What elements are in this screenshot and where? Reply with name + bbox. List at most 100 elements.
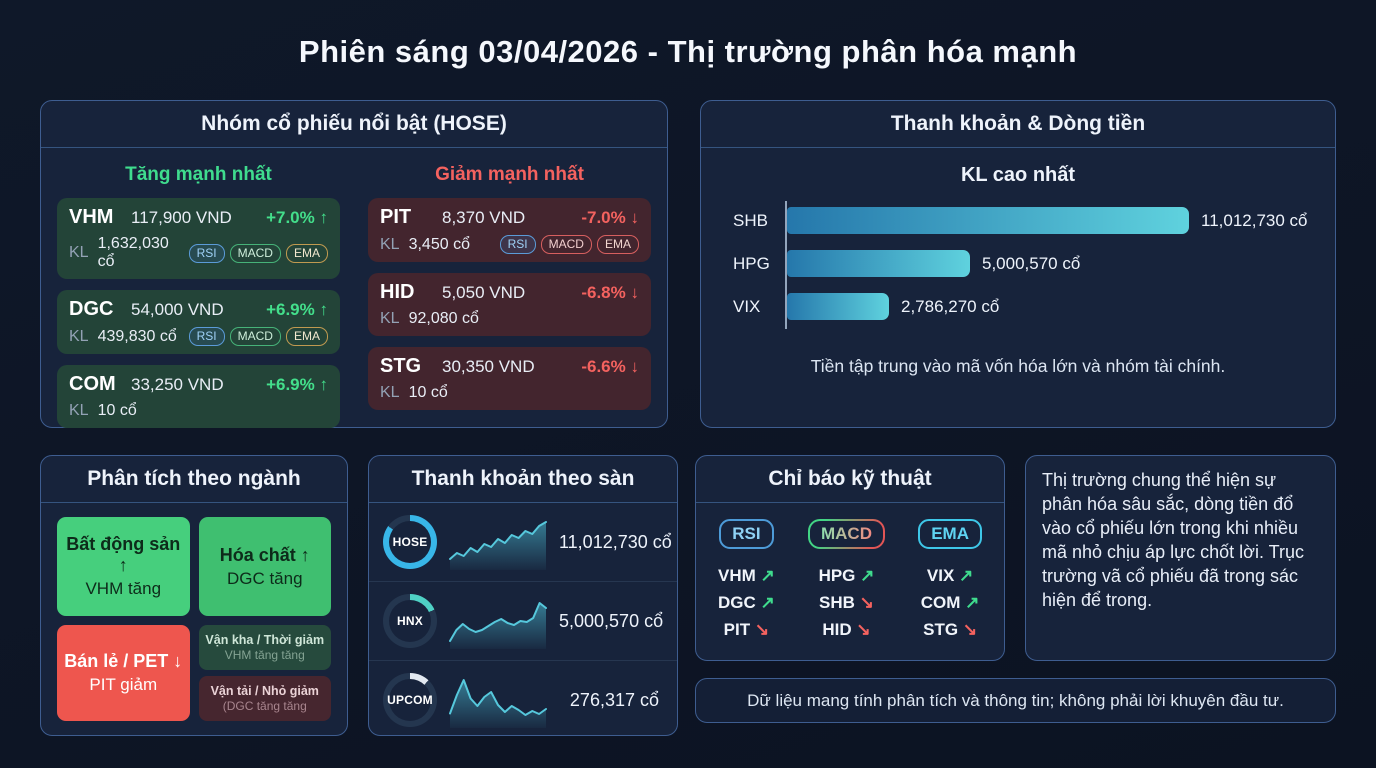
bar-label: HPG [733,253,770,273]
up-trend-icon: ↗ [959,566,974,585]
exchange-volume: 276,317 cổ [569,689,659,710]
indicator-item: HPG ↗ [818,566,875,585]
ema-pill[interactable]: EMA [918,519,982,549]
panel-liquidity-title: Thanh khoản & Dòng tiền [701,101,1335,148]
stock-card-pit[interactable]: PIT 8,370 VND -7.0% ↓ KL 3,450 cổ RSI MA… [368,198,651,262]
macd-badge[interactable]: MACD [229,243,281,263]
stock-price: 117,900 VND [131,208,232,227]
disclaimer-text: Dữ liệu mang tính phân tích và thông tin… [747,690,1284,710]
stock-symbol: STG [380,355,422,377]
exchange-volume: 11,012,730 cổ [559,531,672,552]
kl-label: KL [380,384,400,401]
bar-value: 5,000,570 cổ [982,253,1081,273]
chart-axis-line [785,201,787,329]
sector-tile-retail[interactable]: Bán lẻ / PET ↓ PIT giảm [57,625,190,721]
indicator-item: PIT ↘ [723,620,770,640]
stock-card-hid[interactable]: HID 5,050 VND -6.8% ↓ KL 92,080 cổ [368,273,651,336]
stock-symbol: HID [380,281,415,303]
up-trend-icon: ↗ [860,566,875,585]
up-arrow-icon: ↑ [319,208,329,227]
exchange-row-hnx[interactable]: HNX 5,000,570 cổ [369,582,677,661]
panel-featured-title: Nhóm cổ phiếu nổi bật (HOSE) [41,101,667,148]
sector-tile-real-estate[interactable]: Bất động sản ↑ VHM tăng [57,517,190,616]
stock-symbol: VHM [69,206,114,228]
rsi-badge[interactable]: RSI [499,235,536,254]
rsi-pill[interactable]: RSI [719,519,774,549]
bar-label: SHB [733,210,768,230]
stock-volume: 439,830 cổ [97,327,177,345]
stock-volume: 92,080 cổ [408,310,479,327]
macd-pill[interactable]: MACD [807,519,885,549]
down-arrow-icon: ↓ [630,283,640,302]
stock-price: 8,370 VND [442,208,526,227]
page-title: Phiên sáng 03/04/2026 - Thị trường phân … [298,34,1078,69]
down-trend-icon: ↘ [754,620,770,640]
stock-card-stg[interactable]: STG 30,350 VND -6.6% ↓ KL 10 cổ [368,347,651,410]
rsi-column: RSI VHM ↗ DGC ↗ PIT ↘ [718,519,775,644]
stock-price: 54,000 VND [131,300,224,319]
stock-card-vhm[interactable]: VHM 117,900 VND +7.0% ↑ KL 1,632,030 cổ … [57,198,340,279]
volume-bar-row[interactable]: SHB 11,012,730 cổ [717,199,1319,242]
sector-tile-transport-down[interactable]: Vận tải / Nhỏ giảm (DGC tăng tăng [198,676,331,721]
indicator-item: VIX ↗ [926,566,974,585]
hnx-donut-ring: HNX [383,594,437,648]
panel-sector-title: Phân tích theo ngành [41,456,347,503]
panel-exchange-liquidity: Thanh khoản theo sàn HOSE 11,012,730 cổ … [368,455,678,736]
kl-label: KL [69,327,89,345]
macd-badge[interactable]: MACD [229,327,281,346]
down-trend-icon: ↘ [962,620,978,640]
gainers-column: Tăng mạnh nhất VHM 117,900 VND +7.0% ↑ K… [57,156,340,439]
stock-change: -6.6% ↓ [581,357,640,376]
panel-technical-indicators: Chỉ báo kỹ thuật RSI VHM ↗ DGC ↗ PIT ↘ M… [695,455,1005,661]
panel-featured-stocks: Nhóm cổ phiếu nổi bật (HOSE) Tăng mạnh n… [40,100,668,428]
stock-price: 33,250 VND [131,375,224,394]
hose-sparkline [449,521,547,570]
stock-symbol: COM [69,373,116,395]
disclaimer-box: Dữ liệu mang tính phân tích và thông tin… [695,678,1336,723]
stock-change: -6.8% ↓ [581,283,640,302]
sector-tile-chemicals[interactable]: Hóa chất ↑ DGC tăng [198,517,331,616]
stock-price: 30,350 VND [442,357,535,376]
volume-bar-row[interactable]: VIX 2,786,270 cổ [717,285,1319,328]
macd-badge[interactable]: MACD [540,235,592,254]
down-trend-icon: ↘ [859,593,874,613]
gainers-heading: Tăng mạnh nhất [125,164,272,185]
bar-shb [787,207,1189,234]
down-trend-icon: ↘ [856,620,871,640]
indicator-item: STG ↘ [923,620,978,640]
up-arrow-icon: ↑ [319,375,329,394]
stock-change: +6.9% ↑ [266,375,329,394]
volume-bar-chart: SHB 11,012,730 cổ HPG 5,000,570 cổ VIX 2… [717,199,1319,329]
stock-volume: 3,450 cổ [408,235,470,253]
upcom-sparkline [449,679,547,728]
liquidity-note: Tiền tập trung vào mã vốn hóa lớn và nhó… [810,356,1226,376]
ema-badge[interactable]: EMA [285,327,328,346]
stock-card-com[interactable]: COM 33,250 VND +6.9% ↑ KL 10 cổ [57,365,340,428]
down-arrow-icon: ↓ [630,357,640,376]
panel-exchange-title: Thanh khoản theo sàn [369,456,677,503]
stock-change: +7.0% ↑ [266,208,329,227]
sector-tile-transport-up[interactable]: Vận kha / Thời giảm VHM tăng tăng [198,625,331,670]
rsi-badge[interactable]: RSI [188,327,225,346]
up-trend-icon: ↗ [760,593,775,613]
market-summary-text: Thị trường chung thể hiện sự phân hóa sâ… [1042,470,1304,610]
up-arrow-icon: ↑ [319,300,329,319]
volume-bar-row[interactable]: HPG 5,000,570 cổ [717,242,1319,285]
losers-heading: Giảm mạnh nhất [435,164,584,185]
stock-card-dgc[interactable]: DGC 54,000 VND +6.9% ↑ KL 439,830 cổ RSI… [57,290,340,354]
rsi-badge[interactable]: RSI [188,243,225,263]
ema-badge[interactable]: EMA [285,243,328,263]
exchange-volume: 5,000,570 cổ [559,610,664,631]
exchange-row-upcom[interactable]: UPCOM 276,317 cổ [369,661,677,739]
upcom-donut-ring: UPCOM [383,673,437,727]
stock-symbol: PIT [380,206,412,228]
panel-liquidity: Thanh khoản & Dòng tiền KL cao nhất SHB … [700,100,1336,428]
kl-label: KL [380,310,400,327]
exchange-row-hose[interactable]: HOSE 11,012,730 cổ [369,503,677,582]
ema-badge[interactable]: EMA [596,235,639,254]
stock-change: -7.0% ↓ [581,208,639,227]
panel-sector-analysis: Phân tích theo ngành Bất động sản ↑ VHM … [40,455,348,736]
up-trend-icon: ↗ [760,566,775,585]
bar-vix [787,293,889,320]
